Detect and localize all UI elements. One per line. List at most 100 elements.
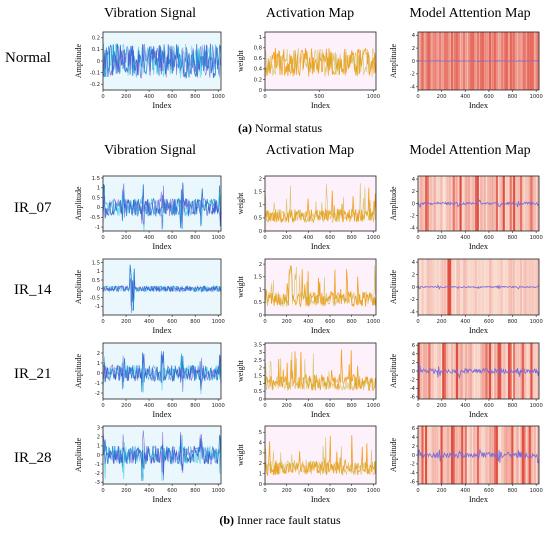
plot-frame [264, 258, 377, 316]
y-tick-label: 2 [259, 176, 262, 182]
y-tick-label: 5 [259, 430, 262, 436]
x-tick-label: 400 [144, 94, 154, 100]
chart-normal-attention: -4 -2 0 2 4 0 200 400 600 800 1000 Index Amplitude [389, 31, 543, 110]
x-tick-label: 200 [121, 235, 131, 241]
series-line [264, 351, 377, 392]
x-axis-title: Index [152, 325, 172, 335]
chart-ir21-attention: -6 -4 -2 0 2 4 6 0 200 400 600 800 1000 Index Amplitud… [389, 342, 543, 419]
x-axis-title: Index [311, 100, 331, 110]
y-tick-label: 3.5 [254, 342, 262, 348]
y-axis-title: Amplitude [389, 437, 398, 472]
plot-frame [264, 175, 377, 232]
x-tick-label: 800 [190, 94, 200, 100]
y-tick-label: -0.1 [90, 70, 100, 76]
x-tick-label: 400 [460, 235, 470, 241]
x-tick-label: 800 [347, 319, 357, 325]
attention-stripe [485, 426, 488, 484]
x-axis-title: Index [152, 100, 172, 110]
y-tick-label: 2 [259, 262, 262, 268]
y-tick-label: 0.1 [92, 47, 100, 53]
x-tick-label: 800 [508, 235, 518, 241]
x-tick-label: 600 [484, 235, 494, 241]
x-axis-title: Index [311, 409, 331, 419]
attention-stripe [452, 176, 455, 231]
plot-background [103, 259, 221, 315]
attention-stripe [519, 176, 523, 231]
x-tick-label: 400 [144, 403, 154, 409]
attention-stripe [478, 259, 481, 315]
y-tick-label: 6 [412, 343, 415, 349]
x-tick-label: 600 [167, 235, 177, 241]
x-tick-label: 200 [121, 403, 131, 409]
y-tick-label: 0 [97, 371, 100, 377]
x-tick-label: 600 [325, 235, 335, 241]
x-tick-label: 200 [282, 488, 292, 494]
attention-stripe [494, 343, 497, 399]
y-tick-label: -1 [95, 225, 100, 231]
y-tick-label: -4 [410, 471, 416, 477]
y-tick-label: 2 [412, 46, 415, 52]
x-tick-label: 800 [508, 403, 518, 409]
x-tick-label: 600 [325, 403, 335, 409]
y-tick-label: 0 [259, 313, 262, 319]
x-tick-label: 600 [167, 488, 177, 494]
x-tick-label: 400 [303, 319, 313, 325]
y-tick-label: 0 [259, 88, 262, 94]
attention-stripe [502, 176, 505, 231]
y-tick-label: -1 [95, 462, 100, 468]
x-axis-title: Index [152, 409, 172, 419]
x-axis-title: Index [311, 241, 331, 251]
attention-stripe [443, 343, 447, 399]
col-header-activation-bottom: Activation Map [265, 143, 355, 158]
attention-stripe [497, 32, 500, 90]
x-tick-label: 400 [460, 94, 470, 100]
attention-stripe [483, 176, 486, 231]
x-tick-label: 400 [303, 403, 313, 409]
x-tick-label: 800 [508, 319, 518, 325]
y-tick-label: 2.5 [254, 358, 262, 364]
x-tick-label: 800 [190, 403, 200, 409]
row-label-ir14: IR_14 [14, 282, 52, 298]
y-tick-label: -0.5 [90, 295, 100, 301]
y-tick-label: 4 [412, 177, 416, 183]
y-tick-label: 0 [412, 201, 415, 207]
x-tick-label: 200 [121, 94, 131, 100]
attention-stripe [430, 426, 433, 484]
attention-stripe [468, 343, 471, 399]
x-tick-label: 1000 [212, 488, 225, 494]
y-tick-label: 0 [97, 59, 100, 65]
y-tick-label: 2 [259, 366, 262, 372]
x-tick-label: 200 [282, 319, 292, 325]
x-tick-label: 0 [263, 319, 266, 325]
attention-stripe [457, 176, 460, 231]
x-tick-label: 800 [347, 403, 357, 409]
plot-frame [102, 175, 222, 232]
attention-stripe [514, 176, 517, 231]
y-tick-label: 0 [259, 229, 262, 235]
attention-stripe [537, 176, 540, 231]
y-tick-label: 2 [412, 360, 415, 366]
y-tick-label: 0 [412, 369, 415, 375]
y-tick-label: 0.5 [254, 216, 262, 222]
x-tick-label: 0 [263, 403, 266, 409]
x-tick-label: 0 [416, 94, 419, 100]
series-line [417, 199, 540, 209]
y-axis-title: Amplitude [389, 269, 398, 304]
attention-stripe [530, 426, 533, 484]
caption-a-text: Normal status [255, 121, 322, 135]
y-tick-label: 2 [412, 189, 415, 195]
chart-ir14-attention: -4 -2 0 2 4 0 200 400 600 800 1000 Index Amplitude [389, 258, 543, 335]
x-tick-label: 1000 [530, 94, 543, 100]
attention-stripe [487, 426, 490, 484]
attention-stripe [442, 426, 445, 484]
attention-stripe [435, 343, 438, 399]
chart-ir14-activation: 0 0.5 1 1.5 2 0 200 400 600 800 1000 Index weight [236, 258, 380, 335]
y-axis-title: weight [236, 49, 245, 72]
y-axis-title: Amplitude [389, 353, 398, 388]
attention-stripe [445, 343, 448, 399]
y-tick-label: -6 [410, 395, 415, 401]
attention-stripe [537, 343, 540, 399]
chart-ir14-vibration: -1 -0.5 0 0.5 1 1.5 0 200 400 600 800 1000 Index Ampl… [74, 258, 225, 335]
chart-ir21-activation: 0 0.5 1 1.52 2.5 3 3.5 0 200 400 600 800 1000 Index we… [236, 342, 380, 419]
x-tick-label: 1000 [212, 235, 225, 241]
